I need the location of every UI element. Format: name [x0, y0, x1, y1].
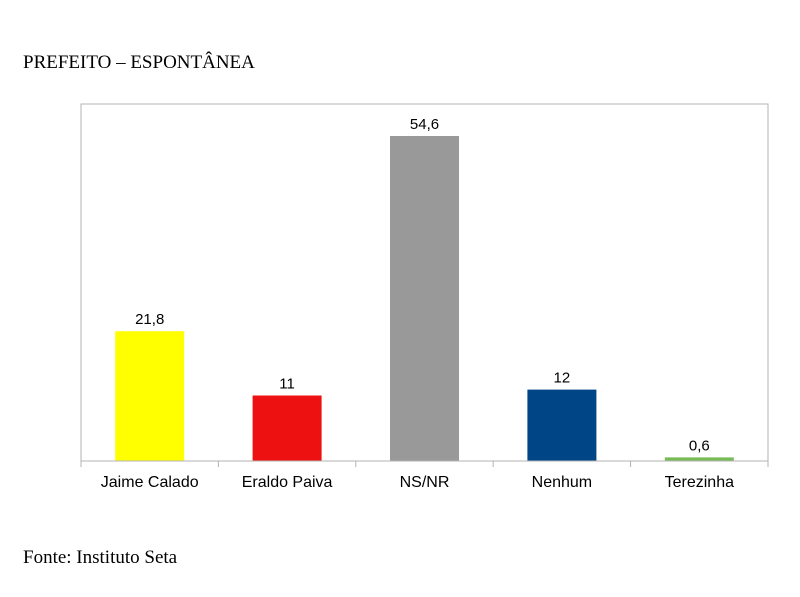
bar-value-label: 54,6 [410, 116, 439, 133]
bar [252, 395, 322, 461]
bar-value-label: 11 [279, 376, 295, 393]
x-ticks-group [80, 461, 769, 467]
bar [115, 331, 185, 461]
bar-value-label: 21,8 [135, 311, 164, 328]
bar-value-label: 12 [554, 370, 571, 387]
category-label: Eraldo Paiva [242, 474, 333, 491]
chart-title: PREFEITO – ESPONTÂNEA [23, 52, 255, 73]
category-label: Jaime Calado [101, 474, 199, 491]
category-labels-group: Jaime Calado Eraldo Paiva NS/NR Nenhum Terez… [101, 474, 734, 491]
bar [664, 457, 734, 461]
category-label: NS/NR [400, 474, 450, 491]
bars-group [115, 136, 734, 461]
bar-value-label: 0,6 [689, 437, 710, 454]
value-labels-group: 21,8 11 54,6 12 0,6 [135, 116, 710, 454]
source-note: Fonte: Instituto Seta [23, 547, 178, 568]
category-label: Terezinha [665, 474, 734, 491]
bar [527, 389, 597, 461]
bar-chart: 21,8 11 54,6 12 0,6 Jaime Calado Eraldo Paiva… [80, 103, 769, 491]
category-label: Nenhum [532, 474, 592, 491]
bar [390, 136, 459, 461]
